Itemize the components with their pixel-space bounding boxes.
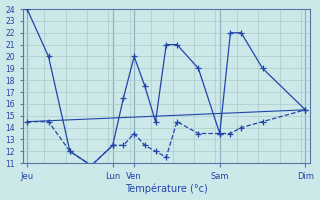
X-axis label: Température (°c): Température (°c): [125, 184, 208, 194]
